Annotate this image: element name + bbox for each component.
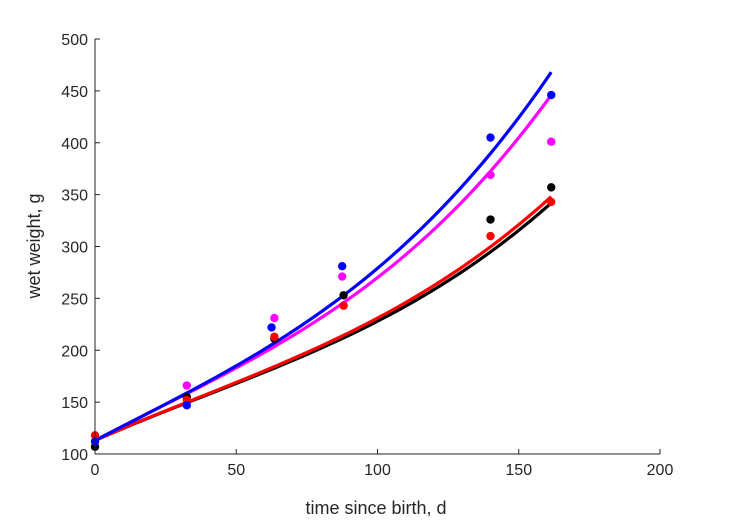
data-point: [486, 170, 495, 180]
data-point: [547, 137, 556, 146]
fit-line: [94, 195, 553, 442]
x-tick-label: 50: [227, 462, 245, 479]
x-tick-label: 100: [364, 462, 391, 479]
fit-line: [94, 94, 553, 442]
y-tick-label: 400: [61, 136, 88, 153]
data-point: [339, 291, 348, 300]
data-point: [486, 133, 495, 142]
y-tick-label: 500: [61, 32, 88, 49]
data-point: [337, 262, 347, 271]
x-tick-label: 200: [647, 462, 674, 479]
y-tick-label: 450: [61, 84, 88, 101]
data-point: [182, 381, 192, 390]
data-point: [270, 332, 279, 341]
y-tick-label: 200: [61, 343, 88, 360]
data-point: [339, 301, 348, 310]
y-tick-label: 350: [61, 188, 88, 205]
data-point: [270, 313, 279, 323]
fit-line: [94, 71, 553, 442]
y-tick-label: 300: [61, 240, 88, 257]
x-axis-label: time since birth, d: [305, 498, 446, 518]
data-point: [486, 231, 495, 241]
x-tick-label: 150: [505, 462, 532, 479]
y-tick-label: 250: [61, 291, 88, 308]
data-point: [182, 401, 192, 410]
data-point: [547, 183, 556, 192]
y-tick-label: 150: [61, 395, 88, 412]
axes: 0 50 100 150 200 100 150 200 250 300 350 400 450 500: [61, 32, 673, 479]
data-point: [547, 90, 556, 100]
data-point: [547, 197, 556, 207]
data-point: [267, 323, 276, 332]
y-axis-label: wet weight, g: [24, 193, 44, 299]
plot-area: [90, 71, 556, 451]
x-tick-label: 0: [91, 462, 100, 479]
data-point: [337, 272, 347, 281]
data-point: [486, 215, 495, 224]
y-tick-label: 100: [61, 447, 88, 464]
